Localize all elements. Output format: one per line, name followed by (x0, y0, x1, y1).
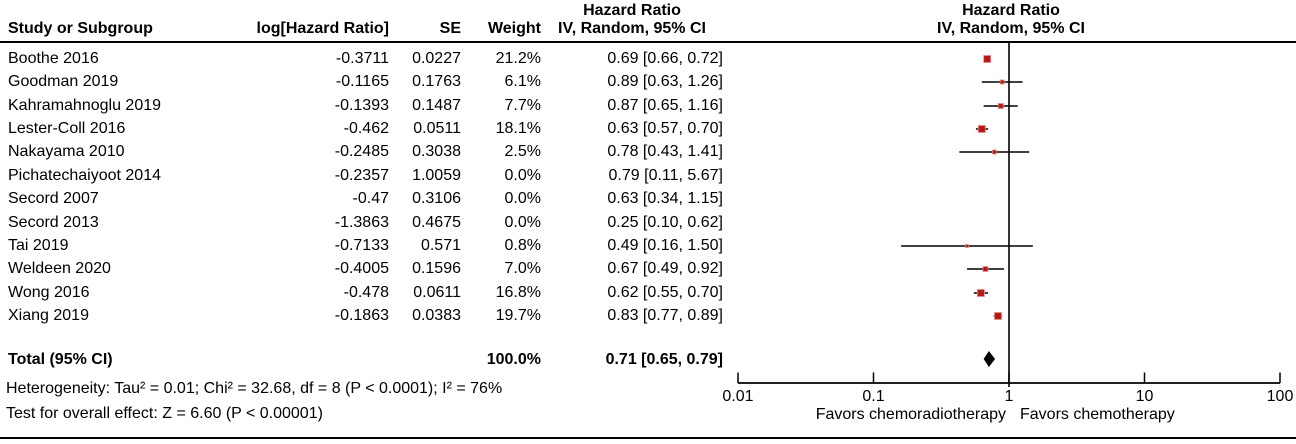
se-cell: 0.1596 (412, 260, 461, 277)
total-weight: 100.0% (486, 351, 541, 368)
study-name-cell: Xiang 2019 (8, 307, 89, 324)
ci-text-cell: 0.87 [0.65, 1.16] (607, 97, 723, 114)
ci-text-cell: 0.49 [0.16, 1.50] (607, 237, 723, 254)
study-name-cell: Pichatechaiyoot 2014 (8, 167, 161, 184)
weight-cell: 0.0% (504, 190, 541, 207)
col-header-se: SE (439, 20, 461, 37)
se-cell: 0.0611 (413, 284, 461, 301)
ci-text-cell: 0.78 [0.43, 1.41] (607, 143, 723, 160)
summary-diamond (983, 351, 996, 367)
effect-square (965, 244, 969, 248)
ci-text-cell: 0.83 [0.77, 0.89] (607, 307, 723, 324)
se-cell: 0.1763 (412, 73, 461, 90)
log-hr-cell: -0.2485 (334, 143, 389, 160)
weight-cell: 0.0% (504, 167, 541, 184)
effect-header-plot-col: Hazard Ratio (962, 2, 1060, 19)
effect-square (991, 149, 997, 155)
study-name-cell: Secord 2007 (8, 190, 99, 207)
ci-text-cell: 0.62 [0.55, 0.70] (607, 284, 723, 301)
method-header-text-col: IV, Random, 95% CI (558, 20, 706, 37)
se-cell: 0.0227 (412, 50, 461, 67)
log-hr-cell: -0.47 (352, 190, 389, 207)
method-header-plot-col: IV, Random, 95% CI (937, 20, 1085, 37)
effect-square (977, 125, 986, 133)
ci-text-cell: 0.67 [0.49, 0.92] (607, 260, 723, 277)
log-hr-cell: -0.462 (343, 120, 389, 137)
effect-square (983, 55, 992, 63)
col-header-weight: Weight (487, 20, 541, 37)
study-name-cell: Nakayama 2010 (8, 143, 125, 160)
log-hr-cell: -0.478 (343, 284, 389, 301)
effect-square (982, 266, 989, 272)
se-cell: 0.571 (420, 237, 461, 254)
log-hr-cell: -0.1393 (334, 97, 389, 114)
study-name-cell: Weldeen 2020 (8, 260, 111, 277)
study-name-cell: Tai 2019 (8, 237, 69, 254)
log-hr-cell: -0.3711 (335, 50, 389, 67)
se-cell: 0.0383 (412, 307, 461, 324)
weight-cell: 2.5% (504, 143, 541, 160)
se-cell: 0.0511 (413, 120, 461, 137)
study-name-cell: Kahramahnoglu 2019 (8, 97, 162, 114)
axis-tick-label: 0.01 (722, 388, 754, 405)
study-name-cell: Wong 2016 (8, 284, 90, 301)
ci-text-cell: 0.63 [0.57, 0.70] (607, 120, 723, 137)
se-cell: 0.3106 (412, 190, 461, 207)
log-hr-cell: -0.4005 (334, 260, 389, 277)
log-hr-cell: -0.7133 (334, 237, 389, 254)
se-cell: 0.1487 (412, 97, 461, 114)
weight-cell: 7.0% (504, 260, 541, 277)
log-hr-cell: -0.1165 (335, 73, 389, 90)
effect-square (994, 312, 1002, 320)
total-ci: 0.71 [0.65, 0.79] (605, 351, 723, 368)
se-cell: 0.4675 (412, 214, 461, 231)
effect-header-text-col: Hazard Ratio (583, 2, 681, 19)
effect-square (997, 103, 1004, 109)
log-hr-cell: -0.1863 (334, 307, 389, 324)
ci-text-cell: 0.79 [0.11, 5.67] (608, 167, 723, 184)
ci-text-cell: 0.63 [0.34, 1.15] (607, 190, 723, 207)
axis-tick-label: 10 (1135, 388, 1154, 405)
weight-cell: 19.7% (495, 307, 541, 324)
ci-text-cell: 0.69 [0.66, 0.72] (607, 50, 723, 67)
col-header-study: Study or Subgroup (8, 20, 153, 37)
effect-square (999, 79, 1005, 85)
weight-cell: 21.2% (495, 50, 541, 67)
axis-tick-label: 100 (1266, 388, 1294, 405)
weight-cell: 0.8% (504, 237, 541, 254)
log-hr-cell: -1.3863 (334, 214, 389, 231)
se-cell: 1.0059 (412, 167, 461, 184)
col-header-log-hr: log[Hazard Ratio] (256, 20, 389, 37)
heterogeneity-text: Heterogeneity: Tau² = 0.01; Chi² = 32.68… (6, 380, 503, 397)
ci-text-cell: 0.89 [0.63, 1.26] (607, 73, 723, 90)
weight-cell: 6.1% (504, 73, 541, 90)
study-name-cell: Boothe 2016 (8, 50, 99, 67)
se-cell: 0.3038 (412, 143, 461, 160)
ci-text-cell: 0.25 [0.10, 0.62] (607, 214, 723, 231)
study-name-cell: Lester-Coll 2016 (8, 120, 126, 137)
axis-tick-label: 0.1 (862, 388, 885, 405)
study-name-cell: Goodman 2019 (8, 73, 119, 90)
log-hr-cell: -0.2357 (334, 167, 389, 184)
weight-cell: 0.0% (504, 214, 541, 231)
favors-right-label: Favors chemotherapy (1020, 406, 1175, 423)
weight-cell: 7.7% (504, 97, 541, 114)
favors-left-label: Favors chemoradiotherapy (815, 406, 1006, 423)
total-label: Total (95% CI) (8, 351, 113, 368)
weight-cell: 18.1% (495, 120, 541, 137)
overall-effect-text: Test for overall effect: Z = 6.60 (P < 0… (6, 405, 323, 422)
study-name-cell: Secord 2013 (8, 214, 99, 231)
weight-cell: 16.8% (495, 284, 541, 301)
axis-tick-label: 1 (1004, 388, 1014, 405)
effect-square (976, 289, 985, 297)
